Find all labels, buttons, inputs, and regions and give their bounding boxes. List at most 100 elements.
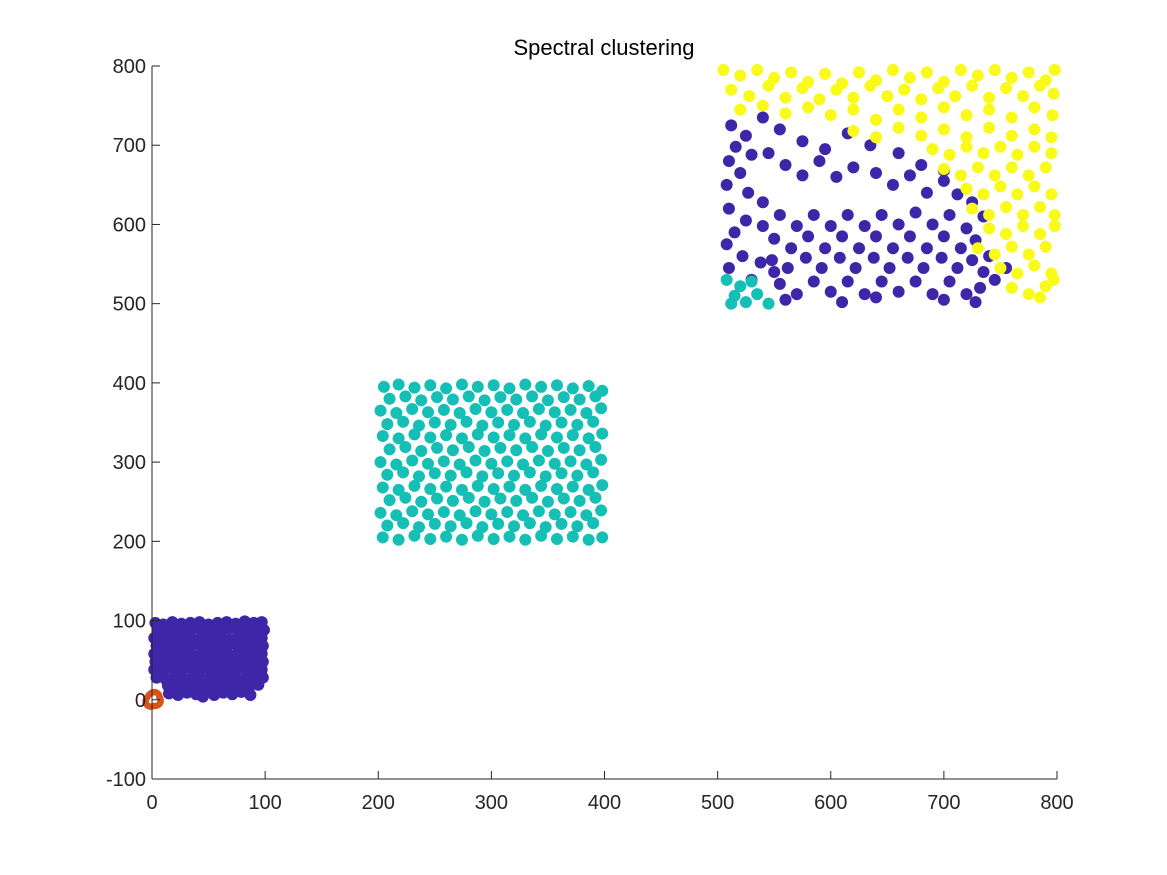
data-point [440,429,453,442]
origin-marker-ring [144,689,162,707]
data-point [471,529,484,542]
data-point [717,63,730,76]
data-point [422,457,435,470]
data-point [926,218,939,231]
data-point [926,143,939,156]
y-tick-label: 300 [113,452,146,474]
data-point [526,441,539,454]
data-point [503,530,516,543]
data-point [555,416,568,429]
data-point [571,418,584,431]
data-point [381,468,394,481]
data-point [903,71,916,84]
data-point [1045,131,1058,144]
data-point [408,381,421,394]
data-point [728,226,741,239]
data-point [853,66,866,79]
data-point [983,121,996,134]
data-point [397,415,410,428]
x-tick-label: 500 [701,792,734,814]
data-point [729,140,742,153]
data-point [920,242,933,255]
data-point [376,481,389,494]
data-point [374,404,387,417]
data-point [892,218,905,231]
data-point [1034,227,1047,240]
data-point [440,382,453,395]
data-point [582,533,595,546]
x-tick-label: 0 [146,792,157,814]
data-point [762,79,775,92]
data-point [471,479,484,492]
data-point [519,378,532,391]
data-point [541,445,554,458]
data-point [535,479,548,492]
data-point [566,530,579,543]
data-point [937,174,950,187]
x-tick-label: 300 [475,792,508,814]
data-point [751,63,764,76]
data-point [399,390,412,403]
data-point [494,492,507,505]
x-tick-label: 400 [588,792,621,814]
data-point [722,262,735,275]
data-point [951,262,964,275]
data-point [455,483,468,496]
data-point [773,277,786,290]
data-point [988,273,1001,286]
y-tick-label: 800 [113,56,146,78]
data-point [1017,208,1030,221]
y-tick-label: 400 [113,373,146,395]
data-point [492,467,505,480]
data-point [966,254,979,267]
data-point [424,431,437,444]
data-point [915,159,928,172]
data-point [1017,90,1030,103]
data-point [478,445,491,458]
data-point [960,131,973,144]
data-point [539,470,552,483]
data-point [517,406,530,419]
data-point [455,533,468,546]
data-point [819,67,832,80]
data-point [390,406,403,419]
data-point [886,63,899,76]
data-point [374,456,387,469]
data-point [453,509,466,522]
data-point [751,288,764,301]
data-point [440,530,453,543]
data-point [399,441,412,454]
data-point [799,251,812,264]
data-point [548,457,561,470]
data-point [1028,259,1041,272]
data-point [589,390,602,403]
data-point [469,505,482,518]
data-point [937,230,950,243]
data-point [1034,291,1047,304]
data-point [247,674,260,687]
data-point [519,533,532,546]
data-point [1039,161,1052,174]
data-point [994,262,1007,275]
data-point [1011,267,1024,280]
data-point [376,531,389,544]
data-point [397,517,410,530]
data-point [580,509,593,522]
data-point [779,91,792,104]
data-point [1048,220,1061,233]
data-point [1039,240,1052,253]
data-point [1034,79,1047,92]
data-point [453,406,466,419]
data-point [736,250,749,263]
data-point [1011,148,1024,161]
data-point [244,689,257,702]
data-point [462,491,475,504]
data-point [485,508,498,521]
data-point [589,491,602,504]
data-point [725,119,738,132]
x-ticks: 0 100 200 300 400 500 600 700 800 [146,771,1074,814]
data-point [523,466,536,479]
x-tick-label: 600 [814,792,847,814]
data-point [179,628,192,641]
data-point [969,296,982,309]
